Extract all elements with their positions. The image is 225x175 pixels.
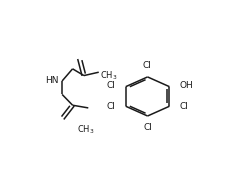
Text: CH$_3$: CH$_3$ <box>101 69 118 82</box>
Text: Cl: Cl <box>107 81 116 90</box>
Text: Cl: Cl <box>107 102 116 111</box>
Text: Cl: Cl <box>180 102 189 111</box>
Text: CH$_3$: CH$_3$ <box>77 123 94 136</box>
Text: OH: OH <box>180 81 193 90</box>
Text: HN: HN <box>45 76 58 85</box>
Text: Cl: Cl <box>144 123 152 132</box>
Text: Cl: Cl <box>142 61 151 70</box>
